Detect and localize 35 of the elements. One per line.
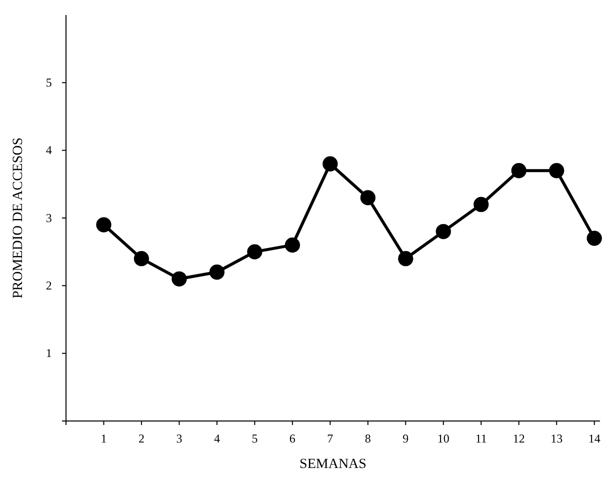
point bbox=[96, 217, 112, 232]
x-tick-label: 2 bbox=[138, 431, 144, 446]
point bbox=[172, 271, 187, 286]
point bbox=[360, 190, 376, 206]
x-tick-label: 6 bbox=[289, 431, 296, 446]
y-tick-label: 2 bbox=[46, 278, 52, 293]
point bbox=[436, 224, 451, 240]
point bbox=[247, 244, 262, 260]
point bbox=[322, 156, 338, 172]
point bbox=[284, 238, 300, 253]
point bbox=[398, 251, 414, 266]
x-tick-label: 14 bbox=[588, 431, 600, 446]
point bbox=[474, 196, 489, 212]
x-tick-label: 4 bbox=[214, 431, 220, 446]
y-tick-label: 1 bbox=[46, 346, 52, 360]
x-axis-title: SEMANAS bbox=[300, 457, 366, 472]
y-tick-label: 4 bbox=[46, 143, 52, 158]
y-tick-label: 3 bbox=[46, 210, 52, 225]
x-tick-label: 5 bbox=[252, 431, 258, 446]
point bbox=[549, 163, 564, 178]
y-tick-label: 5 bbox=[46, 76, 52, 90]
point bbox=[511, 163, 526, 178]
x-tick-label: 1 bbox=[100, 431, 107, 446]
point bbox=[134, 251, 150, 266]
x-tick-label: 11 bbox=[475, 431, 487, 446]
x-tick-label: 13 bbox=[550, 431, 563, 446]
x-tick-label: 7 bbox=[327, 431, 334, 446]
point bbox=[209, 264, 225, 280]
point bbox=[586, 230, 602, 246]
x-tick-label: 8 bbox=[364, 431, 371, 446]
x-tick-label: 10 bbox=[437, 431, 450, 446]
x-tick-label: 3 bbox=[176, 431, 182, 446]
x-tick-label: 12 bbox=[512, 431, 525, 446]
y-axis-title: PROMEDIO DE ACCESOS bbox=[11, 137, 26, 299]
x-tick-label: 9 bbox=[402, 431, 409, 446]
